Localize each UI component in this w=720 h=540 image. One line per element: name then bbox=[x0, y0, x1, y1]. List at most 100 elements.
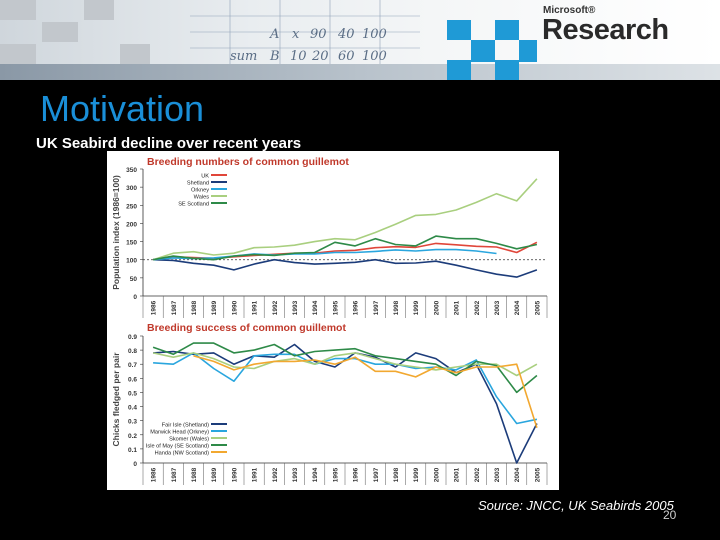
chart-panel-2: Breeding success of common guillemot 0 0.1… bbox=[111, 322, 548, 485]
doodle-text: 20 bbox=[311, 49, 329, 64]
chart-figure: Breeding numbers of common guillemot 0 50 1… bbox=[107, 151, 559, 490]
x-tick-label: 1990 bbox=[231, 467, 238, 482]
chart-title: Breeding numbers of common guillemot bbox=[147, 156, 349, 168]
doodle-text: x bbox=[292, 27, 300, 42]
series-line-handa-nw-scotland bbox=[193, 355, 538, 428]
decor-square bbox=[447, 20, 471, 40]
x-tick-label: 1999 bbox=[413, 467, 420, 482]
x-tick-label: 2001 bbox=[454, 300, 461, 315]
doodle-text: sum bbox=[230, 49, 257, 64]
decor-square bbox=[471, 40, 495, 62]
legend-label: Orkney bbox=[191, 188, 209, 194]
legend-label: Shetland bbox=[187, 181, 209, 187]
y-tick-label: 0.6 bbox=[128, 376, 137, 383]
y-axis-label: Chicks fledged per pair bbox=[111, 352, 121, 447]
doodle-text: 60 bbox=[338, 49, 355, 64]
y-tick-label: 0.5 bbox=[128, 390, 137, 397]
x-tick-label: 1995 bbox=[332, 300, 339, 315]
decor-square bbox=[495, 20, 519, 40]
y-tick-label: 0.9 bbox=[128, 334, 137, 341]
x-tick-label: 1994 bbox=[312, 467, 319, 482]
series-line-shetland bbox=[153, 258, 538, 278]
x-tick-label: 1988 bbox=[191, 300, 198, 315]
doodle-text: 100 bbox=[362, 27, 387, 42]
legend-label: Isle of May (SE Scotland) bbox=[146, 444, 209, 450]
x-tick-label: 2000 bbox=[433, 467, 440, 482]
doodle-text: 100 bbox=[362, 49, 387, 64]
y-tick-label: 0.7 bbox=[128, 362, 137, 369]
x-tick-label: 2004 bbox=[514, 300, 521, 315]
x-tick-label: 1991 bbox=[252, 467, 259, 482]
series-line-marwick-head-orkney bbox=[153, 352, 538, 425]
y-tick-label: 300 bbox=[126, 185, 137, 192]
doodle-text: 10 bbox=[290, 49, 307, 64]
x-tick-label: 1995 bbox=[332, 467, 339, 482]
decor-square bbox=[120, 44, 150, 64]
x-tick-label: 2002 bbox=[474, 300, 481, 315]
x-tick-label: 1994 bbox=[312, 300, 319, 315]
doodle-text: B bbox=[269, 49, 280, 64]
x-tick-label: 1990 bbox=[231, 300, 238, 315]
legend-label: Handa (NW Scotland) bbox=[155, 451, 210, 457]
y-tick-label: 0.1 bbox=[128, 447, 137, 454]
x-tick-label: 1992 bbox=[272, 300, 279, 315]
y-tick-label: 0.3 bbox=[128, 419, 137, 426]
y-tick-label: 50 bbox=[130, 276, 138, 283]
x-tick-label: 1998 bbox=[393, 300, 400, 315]
x-tick-label: 1991 bbox=[252, 300, 259, 315]
handwriting-doodle: A x 90 40 100 B 10 20 60 sum 100 bbox=[190, 0, 420, 64]
x-tick-label: 1987 bbox=[171, 467, 178, 482]
y-tick-label: 0 bbox=[133, 461, 137, 468]
chart-canvas: Breeding numbers of common guillemot 0 50 1… bbox=[111, 156, 548, 485]
x-tick-label: 2003 bbox=[494, 300, 501, 315]
slide-title: Motivation bbox=[40, 88, 205, 129]
y-tick-label: 200 bbox=[126, 221, 137, 228]
chart-title: Breeding success of common guillemot bbox=[147, 322, 346, 334]
doodle-text: 40 bbox=[337, 27, 355, 42]
doodle-text: A bbox=[269, 27, 279, 42]
x-tick-label: 1989 bbox=[211, 467, 218, 482]
slide-subtitle: UK Seabird decline over recent years bbox=[36, 135, 302, 152]
y-tick-label: 0.8 bbox=[128, 348, 137, 355]
y-axis-label: Population index (1986=100) bbox=[111, 175, 121, 290]
x-tick-label: 1992 bbox=[272, 467, 279, 482]
series-line-wales bbox=[152, 178, 538, 261]
decor-square bbox=[495, 60, 519, 80]
x-tick-label: 2005 bbox=[534, 300, 541, 315]
series-line-isle-of-may-se-scotland bbox=[152, 342, 538, 394]
x-tick-label: 1999 bbox=[413, 300, 420, 315]
decor-square bbox=[519, 40, 537, 62]
series-line-skomer-wales bbox=[152, 352, 538, 377]
x-tick-label: 2005 bbox=[534, 467, 541, 482]
x-tick-label: 1993 bbox=[292, 467, 299, 482]
series-line-se-scotland bbox=[152, 235, 538, 261]
y-tick-label: 150 bbox=[126, 240, 137, 247]
x-tick-label: 2001 bbox=[454, 467, 461, 482]
x-tick-label: 2002 bbox=[474, 467, 481, 482]
source-citation: Source: JNCC, UK Seabirds 2005 bbox=[478, 498, 674, 513]
x-tick-label: 2003 bbox=[494, 467, 501, 482]
decor-square bbox=[0, 44, 36, 64]
y-tick-label: 250 bbox=[126, 203, 137, 210]
legend-label: UK bbox=[201, 174, 209, 180]
header-strip bbox=[0, 64, 720, 80]
decor-square bbox=[84, 0, 114, 20]
slide-number: 20 bbox=[663, 508, 677, 522]
x-tick-label: 1993 bbox=[292, 300, 299, 315]
decor-square bbox=[0, 0, 36, 20]
y-tick-label: 0.4 bbox=[128, 405, 137, 412]
x-tick-label: 1998 bbox=[393, 467, 400, 482]
microsoft-logo-text: Microsoft® bbox=[543, 5, 596, 16]
chart-panel-1: Breeding numbers of common guillemot 0 50 1… bbox=[111, 156, 548, 318]
decor-square bbox=[447, 60, 471, 80]
series-line-orkney bbox=[153, 248, 497, 261]
x-tick-label: 1997 bbox=[373, 300, 380, 315]
doodle-text: 90 bbox=[310, 27, 327, 42]
legend-label: Wales bbox=[194, 195, 210, 201]
x-tick-label: 2000 bbox=[433, 300, 440, 315]
x-tick-label: 1997 bbox=[373, 467, 380, 482]
y-tick-label: 0.2 bbox=[128, 433, 137, 440]
x-tick-label: 1996 bbox=[353, 467, 360, 482]
legend-label: Fair Isle (Shetland) bbox=[162, 423, 209, 429]
legend-label: SE Scotland bbox=[178, 202, 209, 208]
